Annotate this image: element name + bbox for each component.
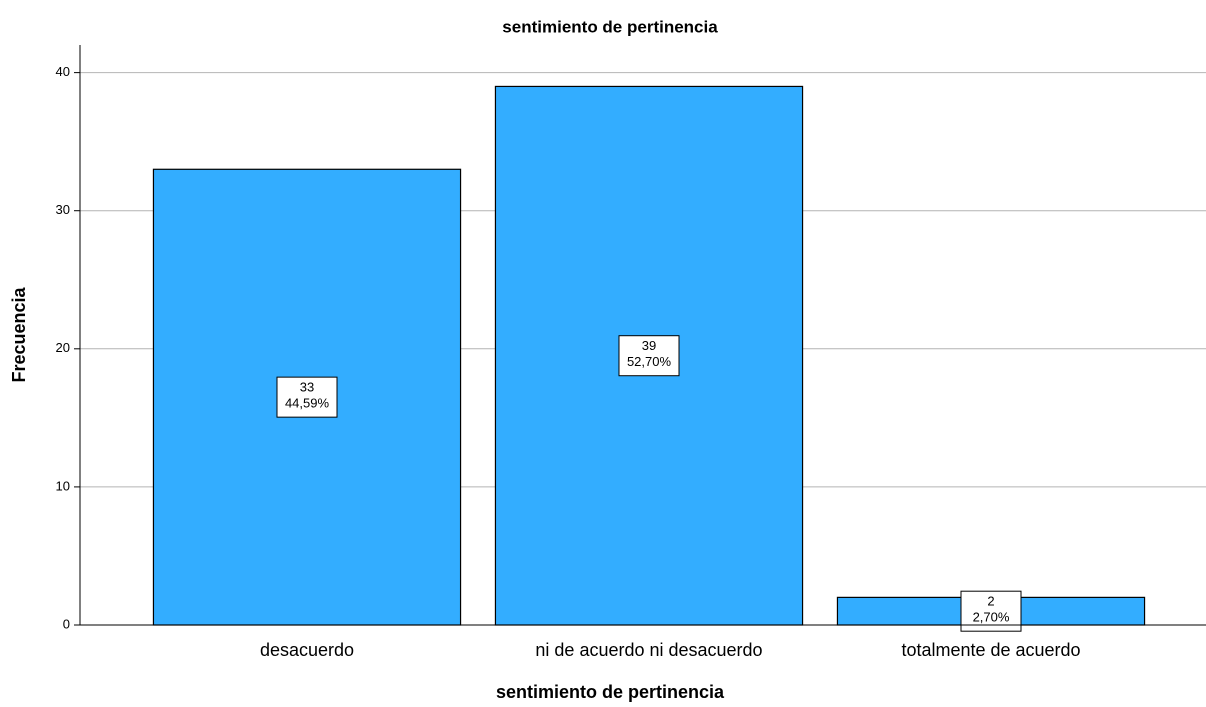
data-label-percent: 52,70% [627, 354, 672, 369]
data-label: 39 [642, 338, 656, 353]
y-tick-label: 0 [63, 616, 70, 631]
y-tick-label: 10 [56, 478, 70, 493]
y-tick-label: 40 [56, 64, 70, 79]
y-tick-label: 20 [56, 340, 70, 355]
data-label-box [618, 335, 680, 377]
x-axis-title: sentimiento de pertinencia [496, 682, 725, 702]
data-label: 33 [300, 380, 314, 395]
chart-title: sentimiento de pertinencia [502, 17, 718, 36]
x-tick-label: totalmente de acuerdo [901, 640, 1080, 660]
data-label-percent: 2,70% [973, 610, 1010, 625]
data-label: 2 [987, 594, 994, 609]
data-label-box [276, 376, 338, 418]
y-axis-title: Frecuencia [9, 286, 29, 382]
data-label-percent: 44,59% [285, 396, 330, 411]
x-tick-label: desacuerdo [260, 640, 354, 660]
x-tick-label: ni de acuerdo ni desacuerdo [535, 640, 762, 660]
y-tick-label: 30 [56, 202, 70, 217]
